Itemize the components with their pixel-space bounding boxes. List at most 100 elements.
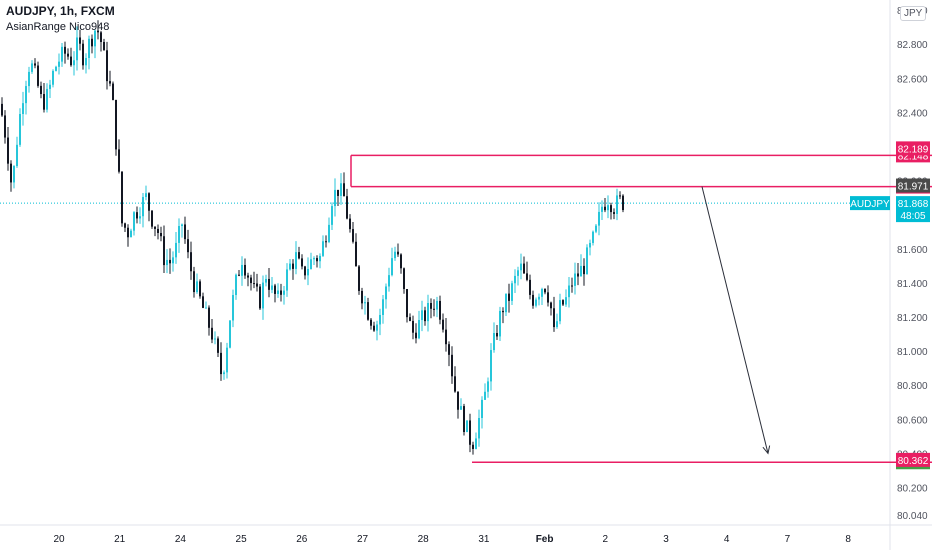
candle-body: [127, 227, 129, 238]
candle-body: [133, 212, 135, 231]
candle-body: [559, 300, 561, 322]
candle-body: [13, 166, 15, 183]
candle-body: [91, 38, 93, 47]
candle-body: [352, 229, 354, 242]
candle-body: [415, 332, 417, 339]
candle-body: [145, 193, 147, 198]
price-label: 82.189: [898, 144, 929, 155]
candle-body: [394, 251, 396, 259]
candle-body: [589, 242, 591, 248]
candle-body: [262, 282, 264, 309]
candle-body: [586, 247, 588, 275]
x-tick-label: 31: [478, 534, 490, 545]
candle-body: [361, 290, 363, 304]
candle-body: [100, 32, 102, 43]
candle-body: [82, 43, 84, 66]
candle-body: [616, 195, 618, 214]
candle-body: [349, 218, 351, 230]
candle-body: [298, 252, 300, 259]
candle-body: [502, 310, 504, 313]
y-tick-label: 80.600: [897, 415, 928, 426]
price-label-bg: [896, 452, 930, 467]
candle-body: [289, 263, 291, 270]
candle-body: [340, 183, 342, 196]
candle-body: [172, 257, 174, 264]
candle-body: [28, 71, 30, 87]
candle-body: [484, 391, 486, 400]
candle-body: [304, 266, 306, 276]
candle-body: [481, 399, 483, 418]
candle-body: [604, 206, 606, 211]
candle-body: [472, 444, 474, 449]
candle-body: [577, 273, 579, 277]
candle-body: [286, 269, 288, 291]
candle-body: [547, 292, 549, 303]
y-tick-label: 80.200: [897, 483, 928, 494]
candle-body: [517, 270, 519, 276]
candles-group: [1, 20, 624, 455]
candle-body: [271, 285, 273, 290]
price-label-bg: [896, 141, 930, 156]
candle-body: [208, 307, 210, 328]
candle-body: [55, 66, 57, 71]
projection-arrow-head: [762, 445, 771, 455]
candle-body: [550, 302, 552, 309]
x-tick-label: 4: [724, 534, 730, 545]
candle-body: [508, 293, 510, 301]
candle-body: [454, 376, 456, 392]
candle-body: [367, 302, 369, 320]
candle-body: [358, 266, 360, 291]
x-tick-label: 21: [114, 534, 126, 545]
candle-body: [460, 406, 462, 410]
candle-body: [157, 228, 159, 233]
candle-body: [580, 265, 582, 277]
candle-body: [148, 193, 150, 211]
candle-body: [598, 211, 600, 226]
candle-body: [193, 271, 195, 293]
candle-body: [505, 293, 507, 313]
candle-body: [403, 268, 405, 290]
candle-body: [16, 144, 18, 167]
candle-body: [226, 347, 228, 373]
candle-body: [490, 350, 492, 382]
candle-body: [214, 338, 216, 340]
candle-body: [571, 285, 573, 287]
candle-body: [418, 319, 420, 339]
candle-body: [535, 299, 537, 306]
candle-body: [346, 196, 348, 219]
candle-body: [322, 241, 324, 256]
candle-body: [565, 297, 567, 305]
current-price-label: 81.868: [898, 199, 929, 210]
candle-body: [430, 303, 432, 309]
candle-body: [388, 275, 390, 287]
candle-body: [427, 303, 429, 322]
candle-body: [334, 189, 336, 207]
candle-body: [331, 206, 333, 225]
candle-body: [562, 300, 564, 305]
candle-body: [31, 63, 33, 72]
candle-body: [85, 57, 87, 66]
candle-body: [313, 258, 315, 260]
candle-body: [499, 310, 501, 337]
candle-body: [46, 88, 48, 110]
candle-body: [514, 275, 516, 284]
candle-body: [10, 163, 12, 183]
candle-body: [424, 310, 426, 322]
currency-badge[interactable]: JPY: [900, 6, 927, 21]
candle-body: [187, 239, 189, 253]
candle-body: [568, 285, 570, 298]
candle-body: [421, 310, 423, 320]
y-tick-label: 82.400: [897, 108, 928, 119]
candle-body: [37, 65, 39, 86]
candle-body: [235, 274, 237, 296]
x-tick-label: 3: [663, 534, 669, 545]
x-tick-label: 8: [845, 534, 851, 545]
candle-body: [607, 205, 609, 211]
candle-body: [463, 406, 465, 432]
candle-body: [211, 327, 213, 340]
candle-body: [61, 46, 63, 62]
candle-body: [520, 263, 522, 271]
candle-body: [382, 299, 384, 315]
